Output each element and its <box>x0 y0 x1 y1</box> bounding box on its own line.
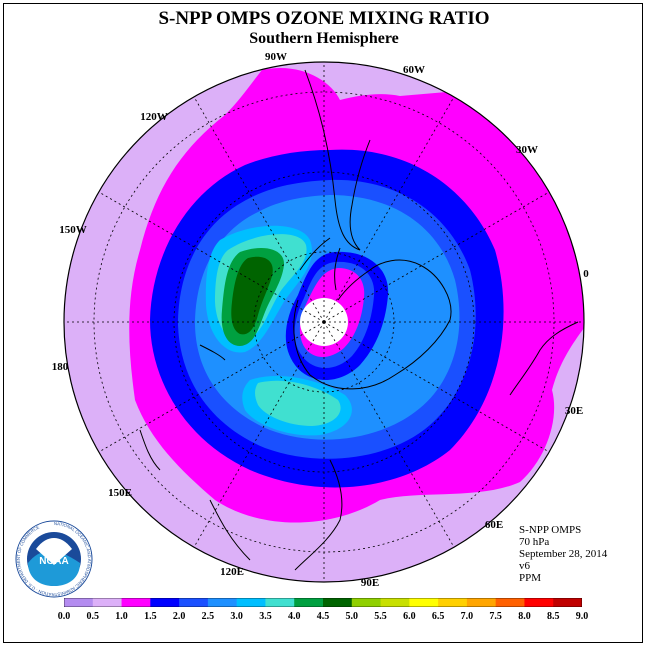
figure-frame <box>3 3 643 643</box>
longitude-label: 150E <box>108 487 132 499</box>
antarctica-coast <box>293 259 452 390</box>
map-title: S-NPP OMPS OZONE MIXING RATIO <box>158 8 490 29</box>
info-instrument: S-NPP OMPS <box>519 524 582 536</box>
colorbar-tick-label: 4.0 <box>287 611 301 622</box>
colorbar-tick-label: 3.0 <box>230 611 243 622</box>
antarctic-peninsula <box>299 237 341 291</box>
colorbar-swatch <box>438 598 468 607</box>
longitude-label: 150W <box>59 224 87 236</box>
colorbar-swatch <box>265 598 295 607</box>
south-america-coast <box>304 69 371 251</box>
colorbar-swatch <box>150 598 180 607</box>
map-boundary <box>63 61 585 583</box>
longitude-label: 90W <box>265 51 287 63</box>
colorbar-swatch <box>236 598 266 607</box>
colorbar <box>64 598 582 607</box>
info-level: 70 hPa <box>519 536 550 548</box>
meridian-line <box>98 321 325 453</box>
colorbar-swatch <box>553 598 582 607</box>
colorbar-tick-label: 1.5 <box>144 611 157 622</box>
svg-text:NOAA: NOAA <box>39 556 68 567</box>
info-date: September 28, 2014 <box>519 548 608 560</box>
colorbar-swatch <box>207 598 238 607</box>
longitude-label: 0 <box>583 268 589 280</box>
longitude-label: 30W <box>516 144 538 156</box>
colorbar-swatch <box>409 598 439 607</box>
meridian-line <box>193 96 325 323</box>
ozone-band-4.5 <box>231 256 273 335</box>
colorbar-tick-label: 3.5 <box>259 611 272 622</box>
meridian-line <box>323 321 550 453</box>
colorbar-swatch <box>64 598 94 607</box>
longitude-label: 60E <box>485 519 503 531</box>
australia-coast <box>209 459 343 571</box>
colorbar-tick-label: 9.0 <box>575 611 589 622</box>
meridian-line <box>98 191 325 323</box>
colorbar-tick-label: 0.0 <box>57 611 71 622</box>
colorbar-tick-label: 2.0 <box>172 611 186 622</box>
info-block: S-NPP OMPS 70 hPa September 28, 2014 v6 … <box>519 524 607 584</box>
colorbar-labels: 0.0 0.5 1.0 1.5 2.0 2.5 3.0 3.5 4.0 4.5 5.0 5.5 6.0 6… <box>0 611 648 625</box>
info-version: v6 <box>519 560 530 572</box>
colorbar-tick-label: 7.5 <box>489 611 502 622</box>
coastlines <box>139 69 579 571</box>
info-units: PPM <box>519 572 542 584</box>
colorbar-tick-label: 8.5 <box>546 611 560 622</box>
meridian-line <box>323 96 455 323</box>
colorbar-tick-label: 8.0 <box>518 611 531 622</box>
colorbar-tick-label: 7.0 <box>460 611 474 622</box>
noaa-logo-icon: NOAA NATIONAL OCEANIC AND ATMOSPHERIC AD… <box>15 520 93 598</box>
longitude-labels: 90W 60W 120W 30W 150W 0 180 30E 150E 60E 120E 90E <box>52 51 590 589</box>
meridian-line <box>323 191 550 323</box>
colorbar-tick-label: 0.5 <box>86 611 100 622</box>
ozone-band-3.5 <box>255 380 341 426</box>
africa-coast <box>509 321 579 396</box>
colorbar-tick-label: 5.5 <box>374 611 387 622</box>
longitude-label: 120W <box>140 111 168 123</box>
colorbar-swatch <box>495 598 525 607</box>
longitude-label: 180 <box>52 361 69 373</box>
colorbar-swatch <box>121 598 151 607</box>
longitude-label: 60W <box>403 64 425 76</box>
colorbar-tick-label: 2.5 <box>201 611 215 622</box>
colorbar-swatch <box>524 598 554 607</box>
colorbar-tick-label: 1.0 <box>115 611 128 622</box>
graticule <box>64 62 584 582</box>
colorbar-swatch <box>179 598 209 607</box>
longitude-label: 90E <box>361 577 379 589</box>
longitude-label: 30E <box>565 405 583 417</box>
colorbar-tick-label: 5.0 <box>345 611 359 622</box>
colorbar-swatch <box>351 598 382 607</box>
longitude-label: 120E <box>220 566 244 578</box>
meridian-line <box>323 321 455 548</box>
colorbar-swatch <box>92 598 123 607</box>
map-subtitle: Southern Hemisphere <box>249 30 399 47</box>
colorbar-tick-label: 6.5 <box>431 611 445 622</box>
colorbar-tick-label: 4.5 <box>316 611 330 622</box>
new-zealand-coast <box>139 344 226 471</box>
colorbar-swatch <box>380 598 410 607</box>
colorbar-swatch <box>323 598 353 607</box>
meridian-line <box>193 321 325 548</box>
colorbar-swatch <box>294 598 324 607</box>
colorbar-swatch <box>466 598 497 607</box>
colorbar-tick-label: 6.0 <box>403 611 416 622</box>
